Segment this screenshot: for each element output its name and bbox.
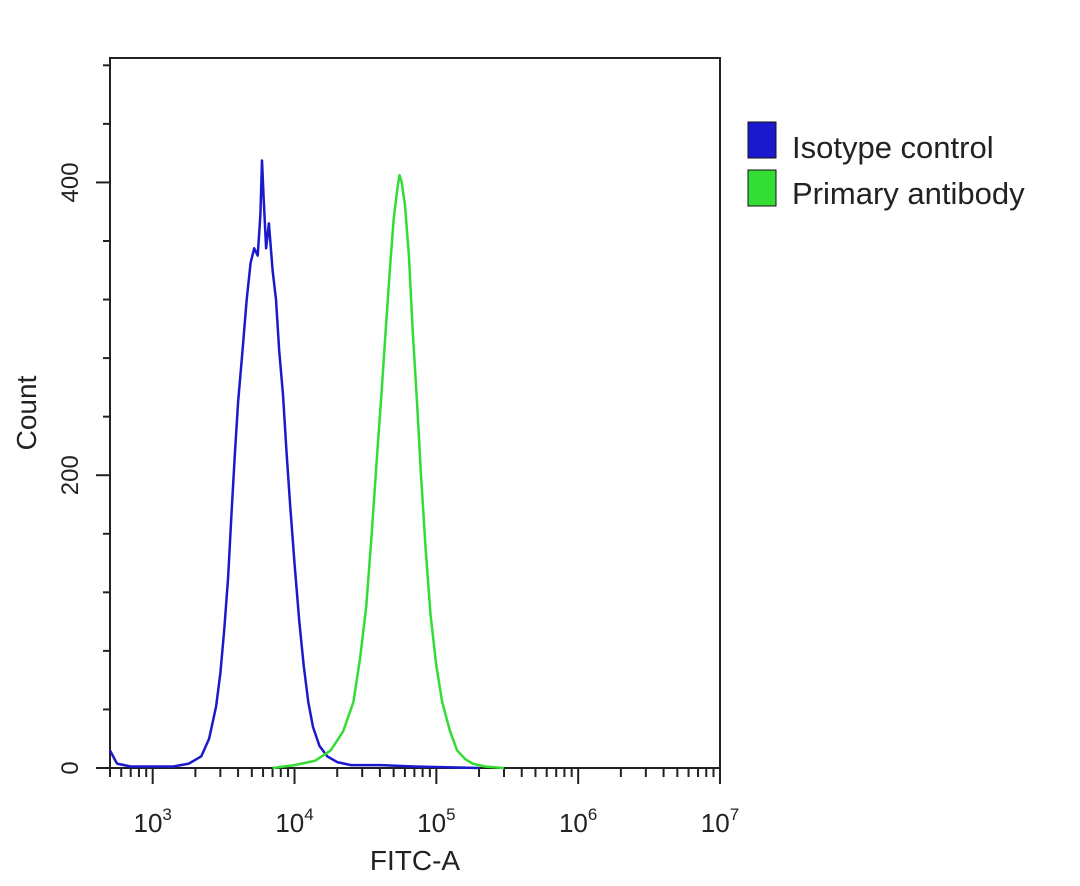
x-axis-title: FITC-A — [370, 845, 461, 876]
y-axis-title: Count — [11, 375, 42, 450]
series-line-isotype-control — [108, 159, 480, 770]
legend-swatch-primary-antibody — [747, 169, 777, 207]
x-tick-label: 104 — [275, 805, 313, 838]
x-tick-label: 105 — [417, 805, 455, 838]
y-tick-label: 200 — [57, 455, 84, 495]
legend: Isotype control Primary antibody — [747, 121, 1025, 211]
legend-swatch-isotype-control — [747, 121, 777, 159]
legend-label-primary-antibody: Primary antibody — [792, 176, 1025, 211]
series-line-primary-antibody — [272, 173, 505, 770]
x-tick-label: 106 — [559, 805, 597, 838]
plot-area-frame — [109, 57, 721, 769]
y-tick-label: 400 — [57, 162, 84, 202]
x-axis: 103 104 105 106 107 — [109, 768, 739, 838]
y-axis: 0 200 400 — [57, 64, 110, 775]
y-tick-label: 0 — [57, 761, 84, 774]
x-tick-label: 103 — [133, 805, 171, 838]
legend-label-isotype-control: Isotype control — [792, 130, 994, 165]
series-layer — [108, 159, 505, 770]
x-tick-label: 107 — [701, 805, 739, 838]
